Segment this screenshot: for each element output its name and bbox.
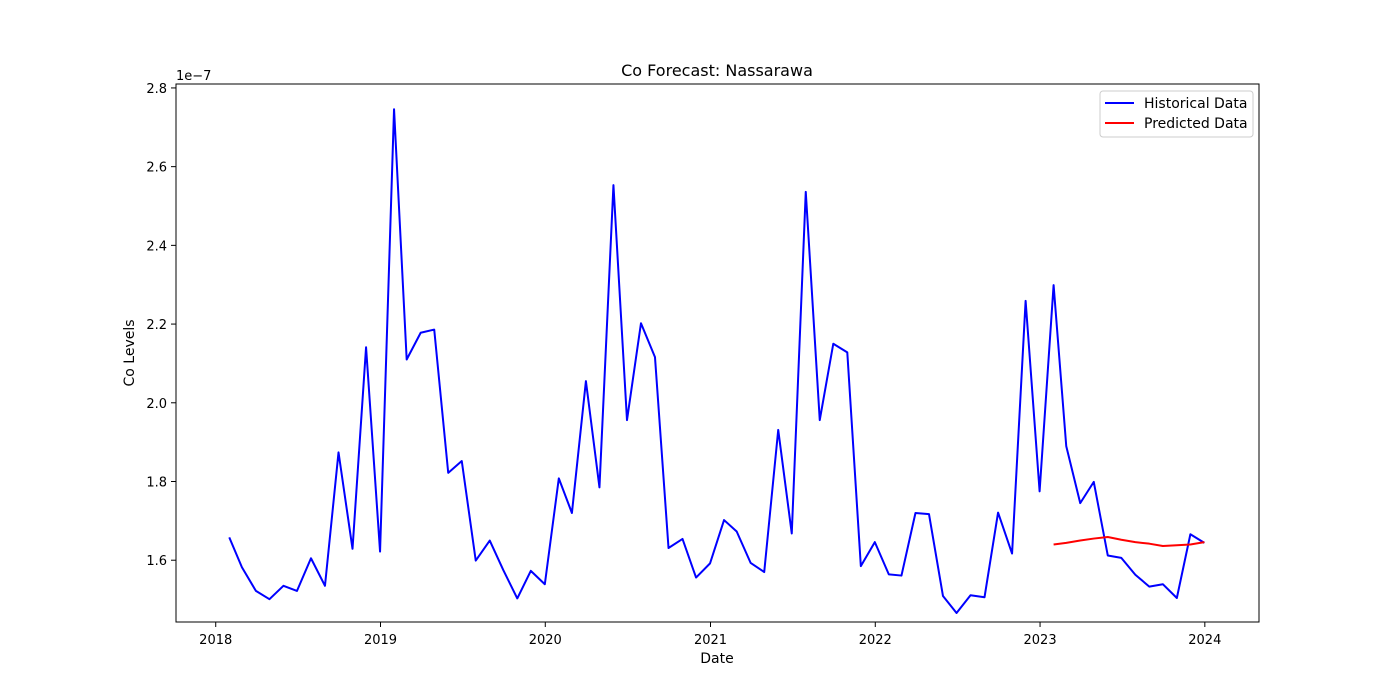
legend: Historical Data Predicted Data: [1099, 90, 1254, 138]
x-tick-label: 2019: [364, 633, 397, 648]
y-tick-label: 2.4: [146, 239, 167, 254]
x-tick-label: 2020: [529, 633, 562, 648]
x-tick-label: 2021: [694, 633, 727, 648]
x-tick-label: 2023: [1024, 633, 1057, 648]
x-axis: 2018 2019 2020 2021 2022 2023 2024: [199, 622, 1221, 648]
y-axis: 1.6 1.8 2.0 2.2 2.4 2.6 2.8: [146, 82, 176, 569]
legend-label-predicted: Predicted Data: [1144, 116, 1248, 132]
legend-box: [1099, 90, 1254, 138]
y-tick-label: 1.8: [146, 475, 167, 490]
y-tick-label: 2.2: [146, 318, 167, 333]
y-tick-label: 1.6: [146, 554, 167, 569]
x-tick-label: 2022: [859, 633, 892, 648]
y-tick-label: 2.0: [146, 397, 167, 412]
x-axis-label: Date: [700, 651, 733, 667]
series-line-historical: [228, 108, 1205, 614]
x-tick-label: 2018: [199, 633, 232, 648]
x-tick-label: 2024: [1188, 633, 1221, 648]
plot-area: [175, 83, 1260, 623]
axes-frame: [175, 83, 1260, 623]
y-tick-label: 2.6: [146, 161, 167, 176]
y-offset-label: 1e−7: [176, 69, 211, 84]
chart-title: Co Forecast: Nassarawa: [621, 61, 813, 80]
y-tick-label: 2.8: [146, 82, 167, 97]
y-axis-label: Co Levels: [122, 319, 138, 386]
legend-label-historical: Historical Data: [1144, 96, 1247, 112]
series-line-predicted: [1053, 535, 1205, 548]
series-layer: [228, 108, 1205, 614]
